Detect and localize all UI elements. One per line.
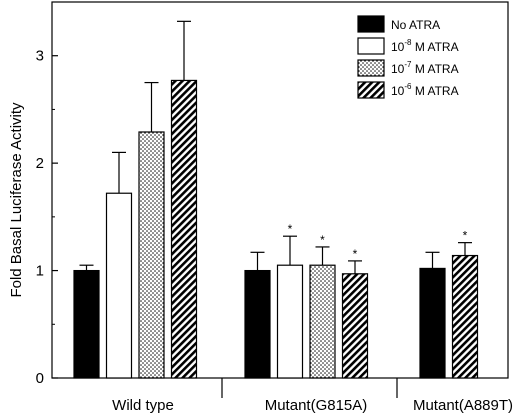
legend-swatch: [357, 81, 385, 99]
y-tick-label: 2: [36, 155, 44, 172]
significance-mark: *: [288, 222, 293, 236]
y-tick-label: 0: [36, 370, 44, 387]
bar: [73, 269, 100, 379]
bar: [244, 269, 271, 379]
significance-mark: *: [320, 233, 325, 247]
significance-mark: *: [463, 229, 468, 243]
legend: No ATRA 10-8 M ATRA 10-7 M ATRA 10-6 M ATRA: [357, 15, 459, 99]
bar: [451, 254, 479, 379]
bars-layer: * * * *: [73, 20, 479, 379]
category-label: Mutant(G815A): [265, 397, 368, 414]
bar: [105, 192, 133, 379]
category-label: Mutant(A889T): [413, 397, 513, 414]
bar: [341, 273, 369, 379]
bar: [276, 264, 304, 379]
legend-label: 10-7 M ATRA: [391, 60, 459, 76]
significance-mark: *: [353, 247, 358, 261]
y-tick-label: 3: [36, 48, 44, 65]
bar: [309, 264, 336, 379]
category-label: Wild type: [112, 397, 174, 414]
legend-swatch: [357, 37, 385, 55]
y-axis-ticks: 0 1 2 3: [36, 48, 58, 387]
legend-label: No ATRA: [391, 18, 440, 32]
legend-label: 10-6 M ATRA: [391, 82, 459, 98]
bar: [138, 131, 165, 379]
y-axis-label: Fold Basal Luciferase Activity: [8, 102, 25, 298]
y-tick-label: 1: [36, 263, 44, 280]
bar: [419, 267, 446, 379]
legend-swatch: [357, 59, 385, 77]
legend-label: 10-8 M ATRA: [391, 38, 459, 54]
category-labels: Wild type Mutant(G815A) Mutant(A889T): [112, 378, 513, 414]
legend-swatch: [357, 15, 385, 33]
bar: [170, 79, 198, 379]
